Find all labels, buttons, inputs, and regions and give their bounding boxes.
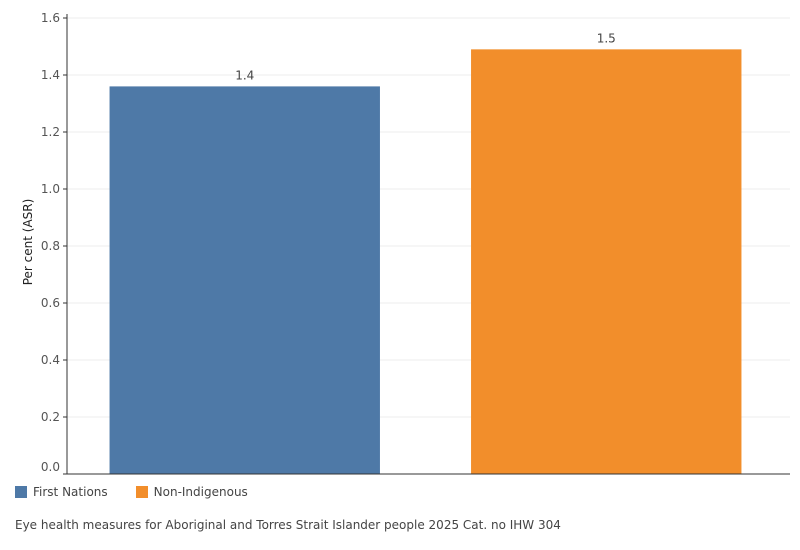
legend-item-non-indigenous[interactable]: Non-Indigenous bbox=[135, 485, 248, 499]
y-tick-label: 0.4 bbox=[41, 353, 60, 367]
y-tick-label: 0.8 bbox=[41, 239, 60, 253]
data-label: 1.5 bbox=[597, 31, 616, 45]
legend-swatch-non-indigenous bbox=[135, 486, 148, 498]
source-footnote: Eye health measures for Aboriginal and T… bbox=[15, 518, 561, 532]
legend-label-first-nations: First Nations bbox=[33, 485, 108, 499]
bar-chart: 1.4 1.5 0.0 0.2 0.4 0.6 0.8 1.0 1.2 1.4 1.6 Per c… bbox=[21, 11, 790, 475]
y-tick-label: 0.0 bbox=[41, 460, 60, 474]
y-tick-label: 0.6 bbox=[41, 296, 60, 310]
legend-item-first-nations[interactable]: First Nations bbox=[15, 485, 108, 499]
y-tick-label: 1.0 bbox=[41, 182, 60, 196]
y-tick-label: 1.6 bbox=[41, 11, 60, 25]
bars bbox=[109, 49, 742, 475]
y-tick-label: 1.2 bbox=[41, 125, 60, 139]
bar-first-nations[interactable] bbox=[109, 86, 380, 475]
y-tick-label: 1.4 bbox=[41, 68, 60, 82]
y-tick-label: 0.2 bbox=[41, 410, 60, 424]
data-label: 1.4 bbox=[235, 68, 254, 82]
data-labels: 1.4 1.5 bbox=[235, 31, 616, 82]
bar-non-indigenous[interactable] bbox=[471, 49, 742, 474]
legend: First Nations Non-Indigenous bbox=[15, 485, 276, 499]
legend-label-non-indigenous: Non-Indigenous bbox=[153, 485, 248, 499]
y-axis-ticks: 0.0 0.2 0.4 0.6 0.8 1.0 1.2 1.4 1.6 bbox=[41, 11, 67, 475]
legend-swatch-first-nations bbox=[15, 486, 27, 498]
y-axis-title: Per cent (ASR) bbox=[21, 199, 35, 286]
